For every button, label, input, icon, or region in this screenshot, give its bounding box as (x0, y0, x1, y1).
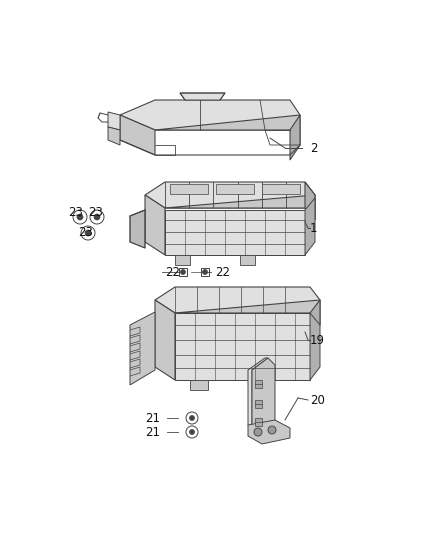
Polygon shape (255, 380, 262, 388)
Circle shape (85, 230, 91, 236)
Polygon shape (145, 182, 315, 208)
Circle shape (77, 214, 83, 220)
Polygon shape (108, 127, 120, 145)
Polygon shape (290, 115, 300, 160)
Polygon shape (175, 255, 190, 265)
Polygon shape (130, 312, 155, 385)
Polygon shape (255, 418, 262, 426)
Polygon shape (248, 420, 290, 444)
Polygon shape (305, 182, 315, 220)
Polygon shape (262, 184, 300, 194)
Polygon shape (155, 287, 320, 313)
Text: 22: 22 (165, 265, 180, 279)
Text: 23: 23 (88, 206, 103, 220)
Text: 2: 2 (310, 141, 318, 155)
Bar (179, 268, 187, 276)
Polygon shape (305, 198, 315, 255)
Polygon shape (170, 184, 208, 194)
Text: 19: 19 (310, 334, 325, 346)
Polygon shape (175, 313, 310, 380)
Text: 20: 20 (310, 393, 325, 407)
Text: 23: 23 (68, 206, 83, 220)
Polygon shape (255, 380, 273, 390)
Text: 21: 21 (145, 425, 160, 439)
Polygon shape (145, 195, 165, 255)
Polygon shape (155, 115, 300, 145)
Polygon shape (248, 358, 268, 428)
Polygon shape (120, 100, 300, 130)
Polygon shape (255, 400, 262, 408)
Polygon shape (252, 358, 275, 430)
Text: 1: 1 (310, 222, 318, 235)
Polygon shape (310, 313, 320, 380)
Circle shape (268, 426, 276, 434)
Polygon shape (216, 184, 254, 194)
Text: 23: 23 (78, 225, 93, 238)
Polygon shape (310, 300, 320, 338)
Circle shape (94, 214, 100, 220)
Polygon shape (130, 210, 145, 248)
Text: 21: 21 (145, 411, 160, 424)
Bar (201, 268, 209, 276)
Polygon shape (175, 300, 320, 325)
Polygon shape (165, 195, 315, 220)
Circle shape (254, 428, 262, 436)
Polygon shape (165, 210, 305, 255)
Polygon shape (120, 115, 155, 155)
Circle shape (190, 430, 194, 434)
Circle shape (202, 270, 208, 274)
Circle shape (180, 270, 186, 274)
Text: 22: 22 (215, 265, 230, 279)
Polygon shape (108, 112, 120, 130)
Polygon shape (240, 255, 255, 265)
Polygon shape (155, 300, 175, 380)
Circle shape (190, 416, 194, 421)
Polygon shape (190, 380, 208, 390)
Polygon shape (180, 93, 225, 100)
